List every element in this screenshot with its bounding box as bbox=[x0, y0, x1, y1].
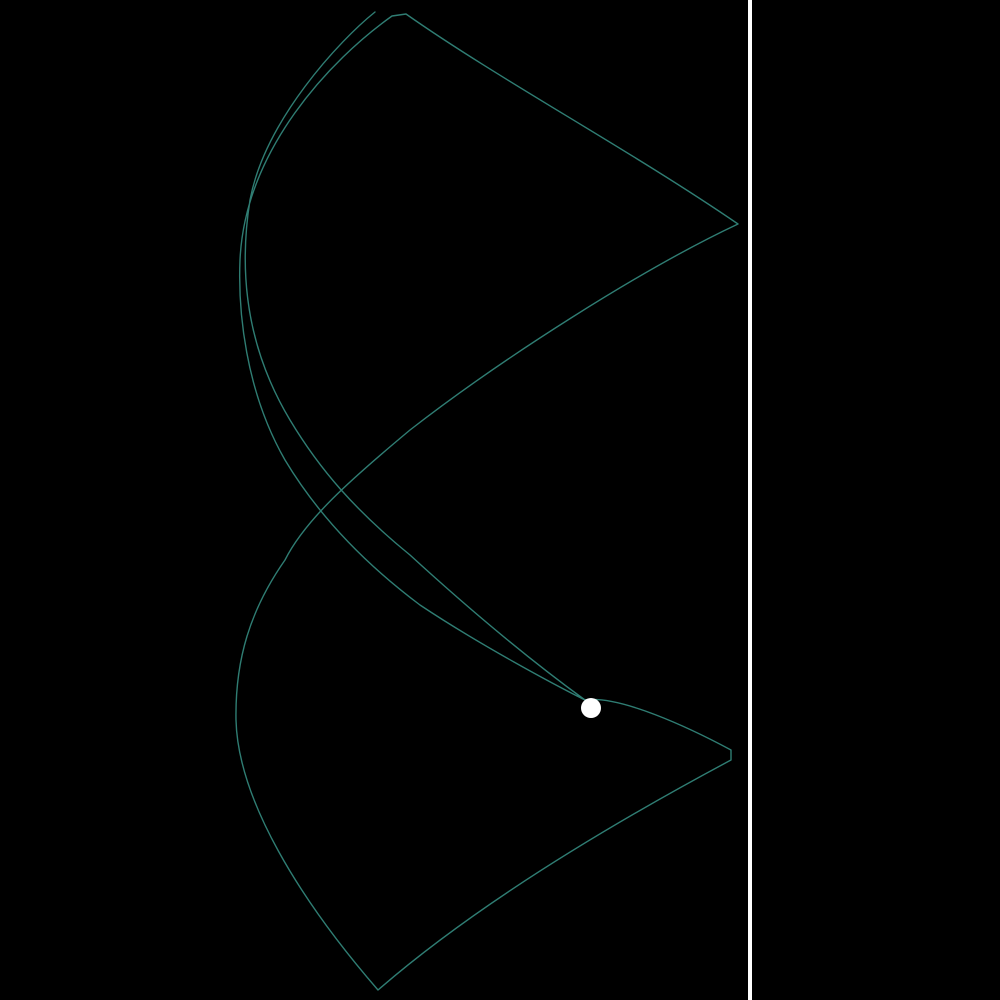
ball bbox=[581, 698, 601, 718]
motion-trail bbox=[235, 11, 739, 991]
